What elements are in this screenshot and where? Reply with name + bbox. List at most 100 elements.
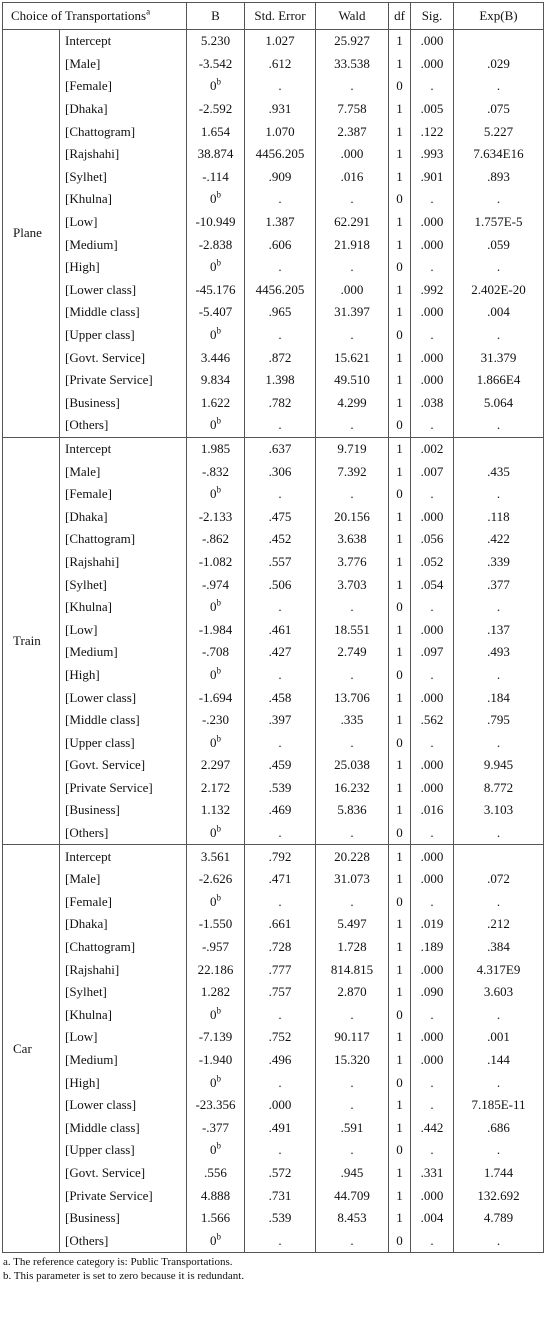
cell-std-error: .731 (244, 1184, 316, 1207)
cell-sig: .097 (410, 641, 454, 664)
cell-expb: . (453, 1071, 544, 1094)
cell-sig: . (410, 1139, 454, 1162)
cell-sig: .000 (410, 1184, 454, 1207)
row-label: [Upper class] (59, 1139, 187, 1162)
cell-df: 1 (388, 618, 411, 642)
cell-b: -.114 (186, 165, 245, 189)
cell-expb: .001 (453, 1026, 544, 1049)
cell-sig: .189 (410, 935, 454, 959)
cell-b: -2.592 (186, 97, 245, 121)
cell-expb: 1.757E-5 (453, 210, 544, 234)
row-label: [Female] (59, 75, 187, 98)
cell-sig: .000 (410, 754, 454, 777)
cell-sig: .007 (410, 460, 454, 483)
table-row: [Govt. Service] .556.572.945 1.331 1.744 (3, 1161, 544, 1185)
cell-sig: .000 (410, 1048, 454, 1072)
cell-expb (453, 844, 544, 868)
cell-df: 1 (388, 686, 411, 709)
table-row: [Female] 0b.. 0.. (3, 482, 544, 506)
cell-wald: . (315, 1093, 389, 1117)
row-label: [Male] (59, 867, 187, 891)
table-notes: a. The reference category is: Public Tra… (2, 1255, 543, 1283)
cell-df: 1 (388, 1161, 411, 1185)
cell-sig: . (410, 482, 454, 506)
header-b: B (186, 2, 245, 30)
cell-df: 1 (388, 460, 411, 483)
row-label: [Female] (59, 890, 187, 914)
row-label: [Dhaka] (59, 913, 187, 936)
table-row: [Sylhet] 1.282.757 2.870 1.090 3.603 (3, 980, 544, 1004)
cell-df: 1 (388, 142, 411, 166)
cell-df: 1 (388, 52, 411, 76)
cell-b: 1.282 (186, 980, 245, 1004)
cell-expb: 31.379 (453, 346, 544, 369)
cell-expb: 7.634E16 (453, 142, 544, 166)
table-row: [Middle class] -.230.397.335 1.562.795 (3, 708, 544, 732)
row-label: [Chattogram] (59, 528, 187, 551)
cell-sig: .562 (410, 708, 454, 732)
table-row: [Khulna] 0b.. 0.. (3, 188, 544, 211)
cell-b: 0b (186, 323, 245, 347)
cell-df: 1 (388, 437, 411, 461)
row-label: [Govt. Service] (59, 346, 187, 369)
cell-b: 0b (186, 1139, 245, 1162)
cell-b: 3.446 (186, 346, 245, 369)
cell-sig: . (410, 1003, 454, 1027)
cell-std-error: .491 (244, 1116, 316, 1140)
row-label: [Medium] (59, 1048, 187, 1072)
cell-sig: . (410, 255, 454, 279)
header-std-error: Std. Error (244, 2, 316, 30)
cell-df: 1 (388, 844, 411, 868)
table-row: [Rajshahi] -1.082.557 3.776 1.052.339 (3, 550, 544, 574)
cell-expb: .059 (453, 233, 544, 256)
cell-sig: .000 (410, 301, 454, 324)
cell-wald: .000 (315, 278, 389, 302)
cell-wald: 44.709 (315, 1184, 389, 1207)
row-label: [High] (59, 1071, 187, 1094)
cell-sig: .019 (410, 913, 454, 936)
cell-wald: 3.776 (315, 550, 389, 574)
table-row: [Rajshahi] 38.874 4456.205.000 1.993 7.634E1… (3, 142, 544, 166)
row-label: [Low] (59, 618, 187, 642)
cell-expb: 3.103 (453, 799, 544, 822)
cell-wald: .016 (315, 165, 389, 189)
cell-b: 0b (186, 821, 245, 846)
cell-std-error: .782 (244, 391, 316, 415)
cell-std-error: .475 (244, 505, 316, 529)
cell-b: 4.888 (186, 1184, 245, 1207)
cell-b: 0b (186, 255, 245, 279)
table-row: [Chattogram] 1.654 1.070 2.387 1.122 5.227 (3, 120, 544, 143)
row-label: [Business] (59, 391, 187, 415)
row-label: [Chattogram] (59, 120, 187, 143)
cell-sig: .442 (410, 1116, 454, 1140)
row-label: [Sylhet] (59, 980, 187, 1004)
cell-expb: . (453, 323, 544, 347)
cell-sig: .000 (410, 29, 454, 53)
cell-sig: . (410, 821, 454, 846)
cell-sig: .000 (410, 776, 454, 800)
cell-expb: . (453, 1003, 544, 1027)
row-label: [Chattogram] (59, 935, 187, 959)
cell-expb: 7.185E-11 (453, 1093, 544, 1117)
cell-sig: .992 (410, 278, 454, 302)
row-label: [Lower class] (59, 686, 187, 709)
cell-sig: .000 (410, 346, 454, 369)
cell-expb: .795 (453, 708, 544, 732)
cell-wald: 20.156 (315, 505, 389, 529)
row-label: [Middle class] (59, 708, 187, 732)
header-expb: Exp(B) (453, 2, 544, 30)
cell-sig: .901 (410, 165, 454, 189)
cell-sig: . (410, 75, 454, 98)
table-row: [Govt. Service] 3.446.872 15.621 1.000 31.37… (3, 346, 544, 369)
table-row: [Lower class] -23.356.000. 1. 7.185E-11 (3, 1093, 544, 1117)
cell-df: 1 (388, 368, 411, 392)
row-label: Intercept (59, 437, 187, 461)
cell-sig: .000 (410, 52, 454, 76)
row-label: [Male] (59, 460, 187, 483)
cell-df: 0 (388, 1229, 411, 1254)
cell-wald: . (315, 890, 389, 914)
cell-std-error: . (244, 821, 316, 846)
regression-table-container: Choice of Transportationsa B Std. Error … (2, 2, 544, 1283)
row-label: [Middle class] (59, 1116, 187, 1140)
cell-b: -1.694 (186, 686, 245, 709)
